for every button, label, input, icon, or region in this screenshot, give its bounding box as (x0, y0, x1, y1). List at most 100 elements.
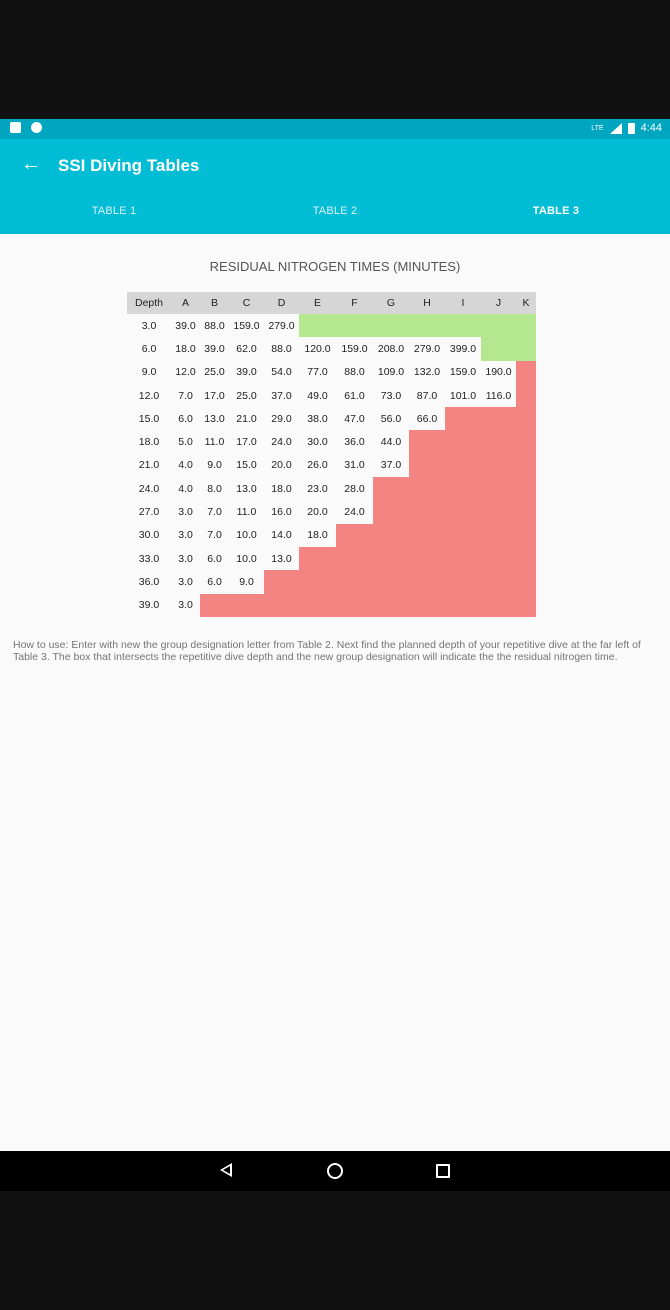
time-cell: 39.0 (204, 342, 225, 355)
column-header: B (200, 292, 229, 314)
time-cell: 30.0 (307, 436, 328, 449)
column-header: G (373, 292, 409, 314)
sd-card-icon (10, 122, 21, 133)
time-cell: 11.0 (236, 506, 257, 519)
time-cell: 39.0 (175, 319, 196, 332)
time-cell: 5.0 (178, 436, 193, 449)
time-cell: 21.0 (236, 412, 257, 425)
time-cell: 208.0 (377, 342, 405, 355)
time-cell: 279.0 (268, 319, 295, 332)
time-cell: 87.0 (416, 389, 438, 402)
time-cell: 6.0 (178, 412, 193, 425)
signal-icon (609, 122, 622, 134)
time-cell: 9.0 (207, 459, 222, 472)
app-bar: ← SSI Diving Tables TABLE 1 TABLE 2 TABL… (0, 139, 670, 234)
time-cell: 17.0 (236, 436, 257, 449)
nav-back-icon[interactable] (220, 1163, 232, 1177)
time-cell: 3.0 (178, 552, 193, 565)
time-cell: 37.0 (271, 389, 292, 402)
depth-cell: 15.0 (138, 412, 160, 425)
depth-cell: 18.0 (138, 436, 160, 449)
column-header: A (171, 292, 200, 314)
table3-content: RESIDUAL NITROGEN TIMES (MINUTES) Depth A… (0, 234, 670, 1151)
time-cell: 62.0 (236, 342, 257, 355)
column-header: H (409, 292, 445, 314)
depth-cell: 27.0 (138, 506, 160, 519)
time-cell: 399.0 (449, 342, 477, 355)
time-cell: 49.0 (307, 389, 328, 402)
not-allowed-cell (409, 453, 536, 478)
tab-table-3[interactable]: TABLE 3 (532, 205, 580, 217)
time-cell: 29.0 (271, 412, 292, 425)
back-arrow-icon[interactable]: ← (21, 153, 41, 175)
column-header: E (299, 292, 336, 314)
time-cell: 109.0 (377, 366, 405, 379)
navigation-bar (0, 1151, 670, 1191)
time-cell: 120.0 (304, 342, 331, 355)
time-cell: 3.0 (178, 529, 193, 542)
time-cell: 47.0 (344, 412, 365, 425)
time-cell: 101.0 (449, 389, 477, 402)
time-cell: 26.0 (307, 459, 328, 472)
depth-cell: 21.0 (138, 459, 160, 472)
time-cell: 14.0 (271, 529, 292, 542)
time-cell: 7.0 (207, 506, 222, 519)
time-cell: 36.0 (344, 436, 365, 449)
no-limit-cell (481, 337, 536, 361)
not-allowed-cell (445, 407, 536, 431)
time-cell: 39.0 (236, 366, 257, 379)
time-cell: 44.0 (380, 436, 402, 449)
not-allowed-cell (336, 523, 536, 547)
table-row: 3.0 39.0 88.0 159.0 279.0 (127, 314, 536, 338)
depth-cell: 33.0 (138, 552, 160, 565)
tab-indicator (447, 230, 670, 233)
time-cell: 10.0 (236, 552, 257, 565)
nav-recents-icon[interactable] (436, 1164, 450, 1178)
not-allowed-cell (373, 477, 536, 501)
table-header-row: Depth A B C D E F G H I J K (127, 292, 536, 314)
time-cell: 18.0 (271, 482, 292, 495)
table-row: 36.0 3.0 6.0 9.0 (127, 570, 536, 594)
table-row: 6.0 18.0 39.0 62.0 88.0 120.0 159.0 208.0 279.0 3… (127, 337, 536, 361)
table-title: RESIDUAL NITROGEN TIMES (MINUTES) (209, 259, 461, 274)
table-row: 33.0 3.0 6.0 10.0 13.0 (127, 546, 536, 571)
nav-home-icon[interactable] (327, 1163, 343, 1179)
time-cell: 3.0 (178, 599, 193, 612)
time-cell: 18.0 (175, 342, 196, 355)
not-allowed-cell (516, 383, 536, 408)
time-cell: 88.0 (344, 366, 365, 379)
table-row: 9.0 12.0 25.0 39.0 54.0 77.0 88.0 109.0 132.0 159… (127, 360, 536, 384)
time-cell: 24.0 (344, 506, 365, 519)
depth-cell: 6.0 (141, 342, 157, 355)
time-cell: 13.0 (204, 412, 225, 425)
time-cell: 7.0 (207, 529, 222, 542)
tab-table-1[interactable]: TABLE 1 (91, 205, 137, 217)
table-row: 18.0 5.0 11.0 17.0 24.0 30.0 36.0 44.0 (127, 430, 536, 454)
time-cell: 77.0 (307, 366, 328, 379)
time-cell: 4.0 (178, 459, 193, 472)
time-cell: 13.0 (236, 482, 257, 495)
time-cell: 20.0 (307, 506, 328, 519)
table-row: 24.0 4.0 8.0 13.0 18.0 23.0 28.0 (127, 477, 536, 501)
time-cell: 159.0 (233, 319, 260, 332)
depth-cell: 12.0 (138, 389, 160, 402)
time-cell: 37.0 (380, 459, 402, 472)
time-cell: 12.0 (175, 366, 196, 379)
time-cell: 56.0 (380, 412, 402, 425)
not-allowed-cell (264, 570, 536, 594)
tab-table-2[interactable]: TABLE 2 (312, 205, 358, 217)
time-cell: 38.0 (307, 412, 328, 425)
table-row: 15.0 6.0 13.0 21.0 29.0 38.0 47.0 56.0 66.0 (127, 407, 536, 431)
column-header: C (229, 292, 264, 314)
time-cell: 190.0 (485, 366, 512, 379)
time-cell: 88.0 (204, 319, 225, 332)
time-cell: 279.0 (413, 342, 441, 355)
depth-cell: 9.0 (141, 366, 157, 379)
time-cell: 23.0 (307, 482, 328, 495)
depth-cell: 30.0 (138, 529, 160, 542)
time-cell: 8.0 (207, 482, 222, 495)
not-allowed-cell (200, 593, 536, 617)
time-cell: 17.0 (204, 389, 225, 402)
table-row: 27.0 3.0 7.0 11.0 16.0 20.0 24.0 (127, 500, 536, 524)
time-cell: 7.0 (178, 389, 193, 402)
